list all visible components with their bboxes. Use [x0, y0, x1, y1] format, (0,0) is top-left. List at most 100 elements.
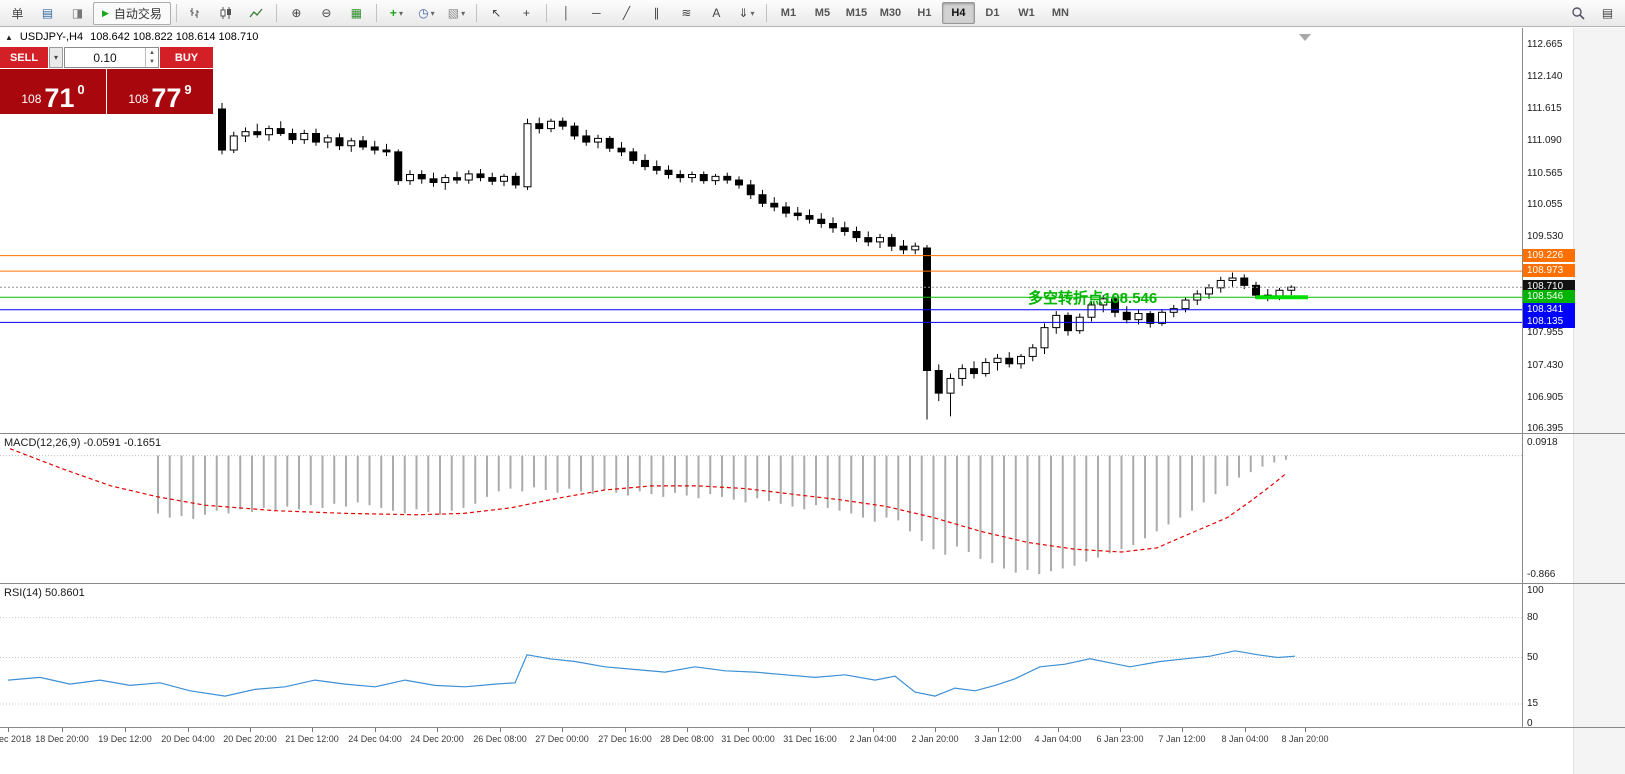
- rsi-pane[interactable]: [0, 584, 1522, 727]
- timeframe-h4-button[interactable]: H4: [941, 2, 975, 24]
- periods-button[interactable]: ◷ ▾: [412, 2, 441, 24]
- rsi-axis-label: 50: [1527, 651, 1539, 663]
- line-chart-type-button[interactable]: [242, 2, 271, 24]
- time-axis-label: 31 Dec 00:00: [721, 734, 775, 744]
- candle: [1216, 276, 1225, 293]
- stepper-down-icon[interactable]: ▼: [149, 59, 155, 66]
- timeframe-m1-button[interactable]: M1: [780, 7, 797, 19]
- bar-chart-type-button[interactable]: [182, 2, 211, 24]
- time-tick: [375, 728, 376, 732]
- timeframe-h1-button[interactable]: H1: [917, 7, 932, 19]
- candle: [417, 170, 426, 184]
- stepper-up-icon[interactable]: ▲: [149, 49, 155, 56]
- cursor-icon: ↖: [491, 6, 502, 20]
- window-list-button[interactable]: ▤: [1593, 2, 1622, 24]
- profiles-menu-button[interactable]: ◨: [63, 2, 92, 24]
- main-chart-canvas[interactable]: 多空转折点108.546: [0, 28, 1522, 433]
- timeframe-mn-button[interactable]: MN: [1051, 7, 1069, 19]
- buy-price-button[interactable]: 108 77 9: [107, 69, 213, 114]
- candle: [558, 117, 567, 130]
- window-list-icon: ▤: [1601, 6, 1614, 20]
- macd-axis-label: 0.0918: [1527, 436, 1558, 448]
- time-tick: [935, 728, 936, 732]
- right-margin: [1573, 28, 1625, 774]
- order-type-dropdown[interactable]: ▾: [49, 47, 63, 68]
- candle: [453, 171, 461, 184]
- macd-pane[interactable]: [0, 434, 1522, 583]
- new-order-button[interactable]: 单: [11, 6, 24, 21]
- macd-signal-line: [9, 448, 1287, 553]
- cursor-tool-button[interactable]: ↖: [482, 2, 511, 24]
- candle: [300, 129, 309, 144]
- trendline-tool-button[interactable]: ╱: [612, 2, 641, 24]
- charts-menu-button[interactable]: ▤: [33, 2, 62, 24]
- time-tick: [562, 728, 563, 732]
- candle: [464, 170, 473, 184]
- candle: [782, 202, 790, 218]
- lot-size-input[interactable]: 0.10 ▲ ▼: [64, 47, 159, 68]
- buy-button[interactable]: BUY: [160, 47, 213, 68]
- candle: [864, 231, 873, 247]
- zoom-out-button[interactable]: ⊖: [312, 2, 341, 24]
- horizontal-line-tool-button[interactable]: ─: [582, 2, 611, 24]
- tile-windows-button[interactable]: ▦: [342, 2, 371, 24]
- fibonacci-tool-button[interactable]: ≋: [672, 2, 701, 24]
- price-axis-label: 107.430: [1527, 359, 1564, 371]
- price-axis-tag: 108.546: [1523, 290, 1575, 304]
- templates-button[interactable]: ▧ ▾: [442, 2, 471, 24]
- candle: [817, 213, 826, 228]
- time-tick: [1120, 728, 1121, 732]
- timeframe-m5-button[interactable]: M5: [814, 7, 831, 19]
- candle: [359, 135, 367, 151]
- pane-divider[interactable]: [0, 433, 1625, 434]
- price-axis-label: 109.530: [1527, 230, 1564, 242]
- timeframe-m15-button[interactable]: M15: [845, 7, 868, 19]
- annotation-text[interactable]: 多空转折点108.546: [1028, 289, 1157, 307]
- crosshair-tool-button[interactable]: +: [512, 2, 541, 24]
- collapse-panel-icon[interactable]: ▲: [5, 32, 13, 42]
- sell-price-button[interactable]: 108 71 0: [0, 69, 106, 114]
- candle: [899, 240, 908, 255]
- timeframe-m30-button[interactable]: M30: [879, 7, 902, 19]
- vertical-line-tool-button[interactable]: │: [552, 2, 581, 24]
- buy-price-main: 77: [151, 82, 182, 113]
- timeframe-w1-button[interactable]: W1: [1018, 7, 1035, 19]
- time-tick: [748, 728, 749, 732]
- price-axis-tag: 108.135: [1523, 315, 1575, 329]
- candle: [265, 125, 273, 141]
- sell-button[interactable]: SELL: [0, 47, 48, 68]
- auto-trading-button[interactable]: ▶ 自动交易: [93, 1, 171, 25]
- zoom-in-button[interactable]: ⊕: [282, 2, 311, 24]
- candle: [1240, 274, 1249, 290]
- price-axis-label: 106.395: [1527, 422, 1564, 434]
- trade-panel-prices: 108 71 0 108 77 9: [0, 69, 213, 114]
- arrows-tool-button[interactable]: ⇓ ▾: [732, 2, 761, 24]
- candle: [981, 358, 990, 377]
- candle: [241, 127, 250, 143]
- candle: [876, 233, 884, 249]
- buy-price-sup: 9: [184, 82, 192, 97]
- time-tick: [873, 728, 874, 732]
- search-button[interactable]: [1563, 2, 1592, 24]
- indicators-button[interactable]: + ▾: [382, 2, 411, 24]
- time-tick: [1058, 728, 1059, 732]
- candle: [852, 226, 861, 242]
- candle: [934, 364, 943, 402]
- candlestick-type-button[interactable]: [212, 2, 241, 24]
- price-axis[interactable]: 112.665 112.140 111.615 111.090 110.565 110.0…: [1522, 28, 1575, 729]
- lot-stepper[interactable]: ▲ ▼: [145, 48, 158, 67]
- candle: [335, 133, 344, 151]
- candle: [1064, 312, 1072, 336]
- price-axis-label: 112.140: [1527, 71, 1563, 83]
- timeframe-d1-button[interactable]: D1: [985, 7, 1000, 19]
- channel-tool-button[interactable]: ∥: [642, 2, 671, 24]
- pane-divider[interactable]: [0, 583, 1625, 584]
- candle: [664, 165, 673, 179]
- text-tool-button[interactable]: A: [702, 2, 731, 24]
- candle: [406, 170, 414, 185]
- time-tick: [998, 728, 999, 732]
- rsi-axis-label: 80: [1527, 611, 1539, 623]
- candle: [652, 160, 661, 175]
